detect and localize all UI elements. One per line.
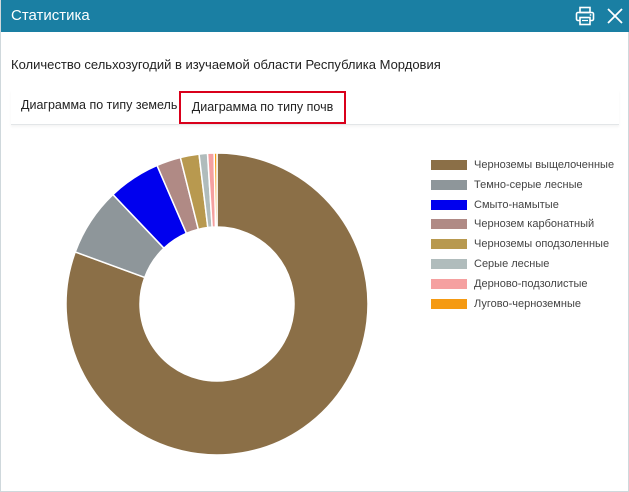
legend-label: Дерново-подзолистые bbox=[474, 277, 588, 290]
donut-slice-7[interactable] bbox=[213, 152, 218, 228]
chart-subtitle: Количество сельхозугодий в изучаемой обл… bbox=[11, 57, 441, 72]
dialog-title: Статистика bbox=[11, 7, 90, 24]
dialog-titlebar: Статистика bbox=[1, 0, 629, 32]
legend-swatch bbox=[431, 259, 467, 269]
legend-label: Лугово-черноземные bbox=[474, 297, 581, 310]
tab-land-type[interactable]: Диаграмма по типу земель bbox=[21, 98, 178, 112]
legend-label: Серые лесные bbox=[474, 258, 550, 270]
legend-swatch bbox=[431, 160, 467, 170]
soil-type-donut-chart bbox=[65, 152, 369, 456]
legend-swatch bbox=[431, 219, 467, 230]
legend-label: Темно-серые лесные bbox=[474, 178, 583, 191]
printer-icon[interactable] bbox=[573, 4, 597, 28]
donut-slice-0[interactable] bbox=[65, 152, 369, 456]
legend-swatch bbox=[431, 179, 467, 190]
legend-label: Смыто-намытые bbox=[474, 198, 559, 211]
legend-label: Черноземы оподзоленные bbox=[474, 238, 610, 251]
legend-label: Черноземы выщелоченные bbox=[474, 159, 615, 171]
legend-swatch bbox=[431, 278, 467, 289]
legend-swatch bbox=[431, 298, 467, 309]
tab-soil-type[interactable]: Диаграмма по типу почв bbox=[179, 91, 346, 124]
legend-swatch bbox=[431, 239, 467, 250]
chart-tabs: Диаграмма по типу земель Диаграмма по ти… bbox=[11, 90, 619, 125]
legend-label: Чернозем карбонатный bbox=[474, 218, 595, 231]
legend-swatch bbox=[431, 199, 467, 210]
close-icon[interactable] bbox=[603, 4, 627, 28]
